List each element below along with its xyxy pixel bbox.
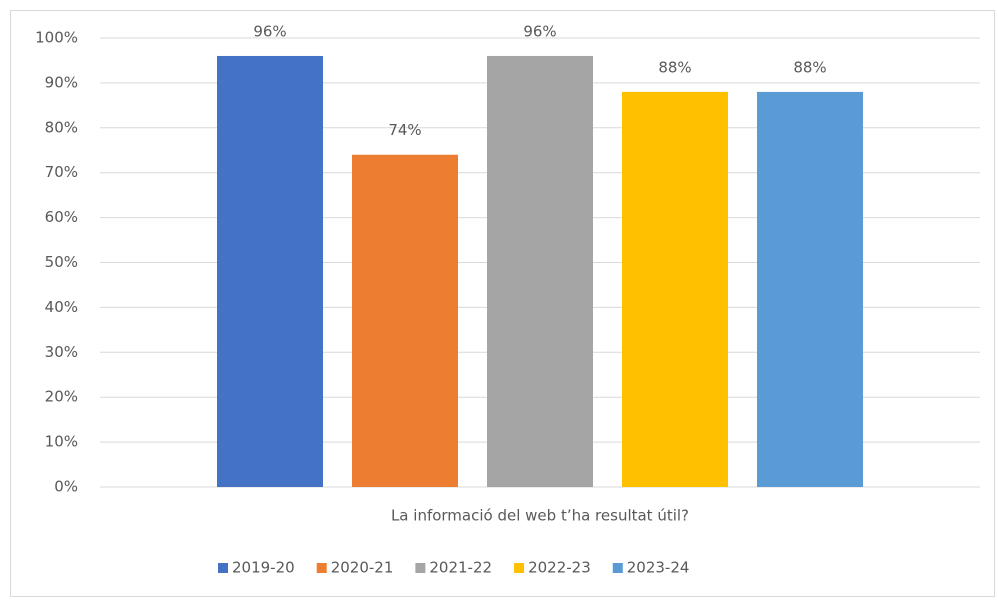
y-tick-label: 50%	[45, 253, 78, 271]
legend-label: 2022-23	[528, 559, 591, 577]
data-label: 74%	[388, 121, 421, 139]
y-tick-label: 100%	[35, 29, 78, 47]
legend-swatch	[316, 563, 327, 573]
legend-swatch	[514, 563, 525, 573]
y-tick-label: 40%	[45, 298, 78, 316]
bar	[217, 55, 323, 488]
y-tick-label: 80%	[45, 118, 78, 136]
y-tick-label: 0%	[54, 478, 78, 496]
data-label: 88%	[793, 58, 826, 76]
bar	[487, 55, 593, 488]
y-tick-label: 90%	[45, 73, 78, 91]
legend-label: 2019-20	[232, 559, 295, 577]
y-tick-label: 70%	[45, 163, 78, 181]
legend-label: 2021-22	[429, 559, 492, 577]
y-tick-label: 20%	[45, 388, 78, 406]
data-label: 96%	[253, 22, 286, 40]
y-tick-label: 30%	[45, 343, 78, 361]
legend-swatch	[415, 563, 426, 573]
data-label: 96%	[523, 22, 556, 40]
y-tick-label: 10%	[45, 433, 78, 451]
legend-swatch	[612, 563, 623, 573]
legend-swatch	[218, 563, 228, 573]
data-label: 88%	[658, 58, 691, 76]
legend-label: 2023-24	[627, 559, 690, 577]
bar	[352, 154, 458, 488]
legend-label: 2020-21	[331, 559, 394, 577]
bar	[757, 91, 863, 487]
bar	[622, 91, 728, 487]
x-tick-label: La informació del web t’ha resultat útil…	[391, 507, 689, 525]
y-tick-label: 60%	[45, 208, 78, 226]
